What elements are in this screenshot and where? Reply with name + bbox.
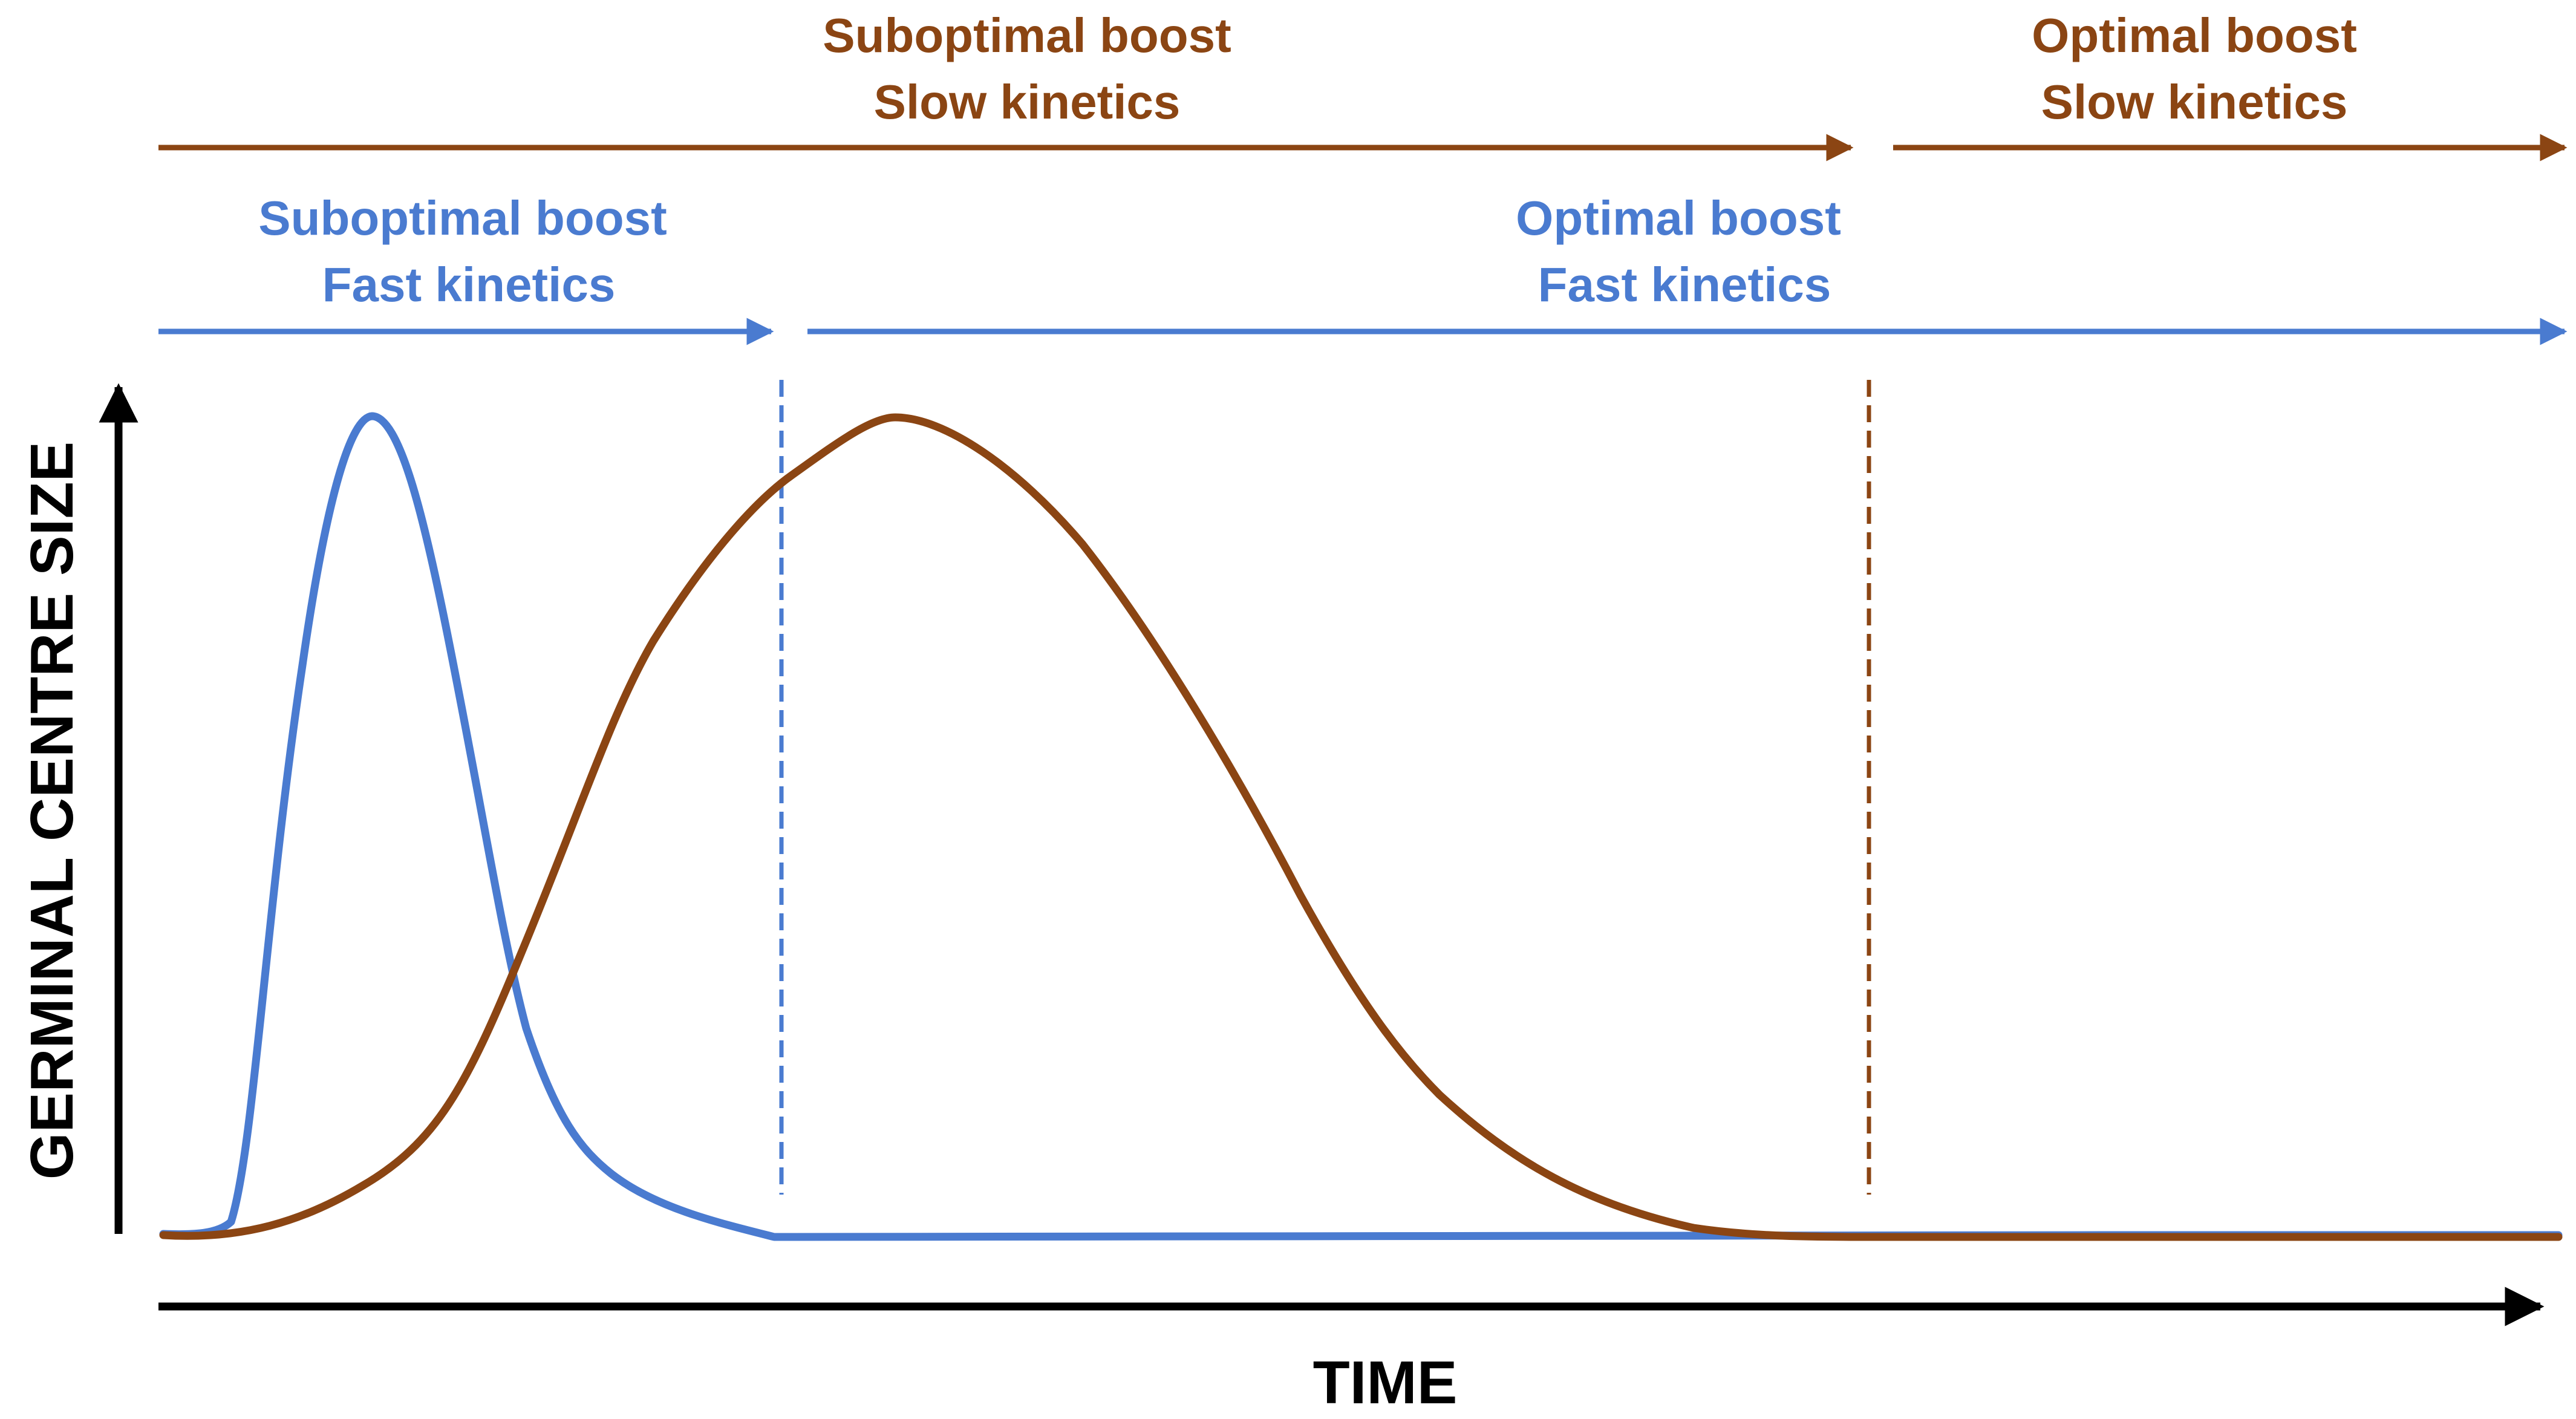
fast-suboptimal-label-line2: Fast kinetics <box>322 258 616 312</box>
y-axis-label: GERMINAL CENTRE SIZE <box>18 442 86 1179</box>
slow-kinetics-curve <box>159 413 2563 1241</box>
slow-suboptimal-label-line1: Suboptimal boost <box>823 8 1231 62</box>
slow-suboptimal-label-line2: Slow kinetics <box>874 75 1181 129</box>
fast-suboptimal-label-line1: Suboptimal boost <box>258 191 667 245</box>
fast-optimal-label-line2: Fast kinetics <box>1538 258 1831 312</box>
fast-optimal-label-line1: Optimal boost <box>1516 191 1841 245</box>
slow-optimal-label-line1: Optimal boost <box>2032 8 2357 62</box>
fast-kinetics-curve <box>159 412 2563 1241</box>
x-axis-label: TIME <box>1313 1349 1458 1417</box>
slow-optimal-label-line2: Slow kinetics <box>2041 75 2348 129</box>
